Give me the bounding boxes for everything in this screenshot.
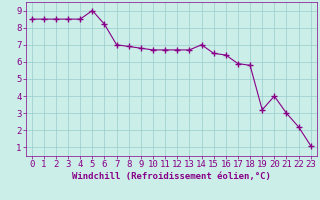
X-axis label: Windchill (Refroidissement éolien,°C): Windchill (Refroidissement éolien,°C) xyxy=(72,172,271,181)
